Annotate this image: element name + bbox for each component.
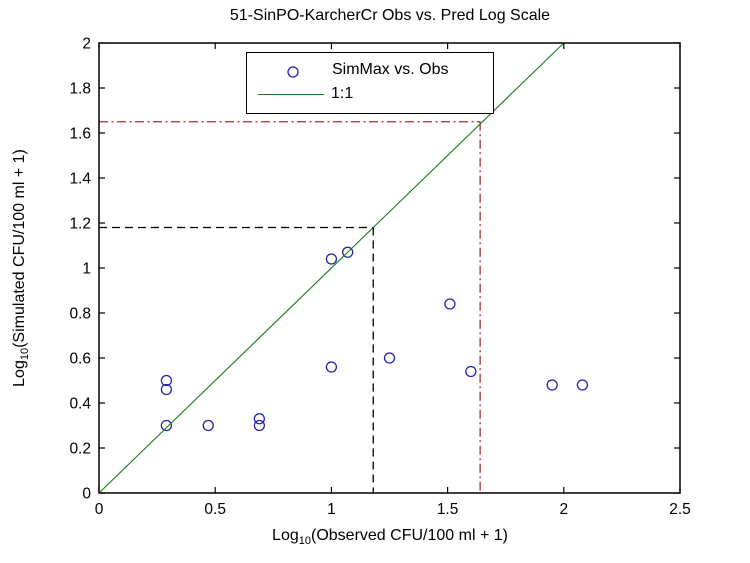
y-label-prefix: Log <box>11 360 28 387</box>
x-label-subscript: 10 <box>298 535 311 548</box>
legend-scatter-marker <box>287 66 299 78</box>
data-point <box>383 352 396 364</box>
legend-entry-simmax: SimMax vs. Obs <box>332 61 449 78</box>
x-tick-label: 1.5 <box>437 501 459 518</box>
x-tick-label: 1 <box>327 501 336 518</box>
data-point <box>160 419 173 432</box>
y-tick-label: 2 <box>82 36 91 53</box>
legend-entry-one-to-one: 1:1 <box>331 85 354 102</box>
x-tick-label: 2 <box>559 501 568 518</box>
x-axis-label: Log10(Observed CFU/100 ml + 1) <box>30 527 750 547</box>
data-point <box>202 419 214 432</box>
legend: SimMax vs. Obs 1:1 <box>246 52 494 114</box>
chart-title: 51-SinPO-KarcherCr Obs vs. Pred Log Scal… <box>229 7 551 24</box>
data-point <box>342 246 354 258</box>
y-tick-label: 0.4 <box>69 396 91 413</box>
y-axis-label: Log10(Simulated CFU/100 ml + 1) <box>11 38 33 498</box>
legend-line-sample <box>258 94 324 95</box>
x-label-prefix: Log <box>272 527 299 544</box>
y-tick-label: 1.2 <box>69 216 91 233</box>
x-tick-label: 0.5 <box>204 501 226 518</box>
data-point <box>325 361 338 373</box>
data-point <box>253 413 266 425</box>
data-point <box>444 298 456 310</box>
y-label-subscript: 10 <box>19 347 32 361</box>
y-tick-label: 0 <box>82 486 91 503</box>
y-tick-label: 1 <box>82 261 91 278</box>
y-tick-label: 0.6 <box>69 351 91 368</box>
data-point <box>253 419 266 432</box>
x-label-suffix: (Observed CFU/100 ml + 1) <box>311 527 508 544</box>
y-tick-label: 1.8 <box>69 81 91 98</box>
x-tick-label: 0 <box>95 501 104 518</box>
y-label-suffix: (Simulated CFU/100 ml + 1) <box>11 149 28 348</box>
y-tick-label: 0.2 <box>69 441 91 458</box>
data-point <box>325 253 338 265</box>
y-tick-label: 0.8 <box>69 306 91 323</box>
y-tick-label: 1.6 <box>69 126 91 143</box>
y-tick-label: 1.4 <box>69 171 91 188</box>
data-point <box>160 374 173 387</box>
data-point <box>465 365 477 378</box>
one-to-one-line <box>98 42 565 494</box>
x-tick-label: 2.5 <box>669 501 691 518</box>
data-point <box>160 383 173 396</box>
data-point <box>576 379 589 391</box>
data-point <box>546 379 558 391</box>
scatter-marker-icon <box>287 66 299 78</box>
